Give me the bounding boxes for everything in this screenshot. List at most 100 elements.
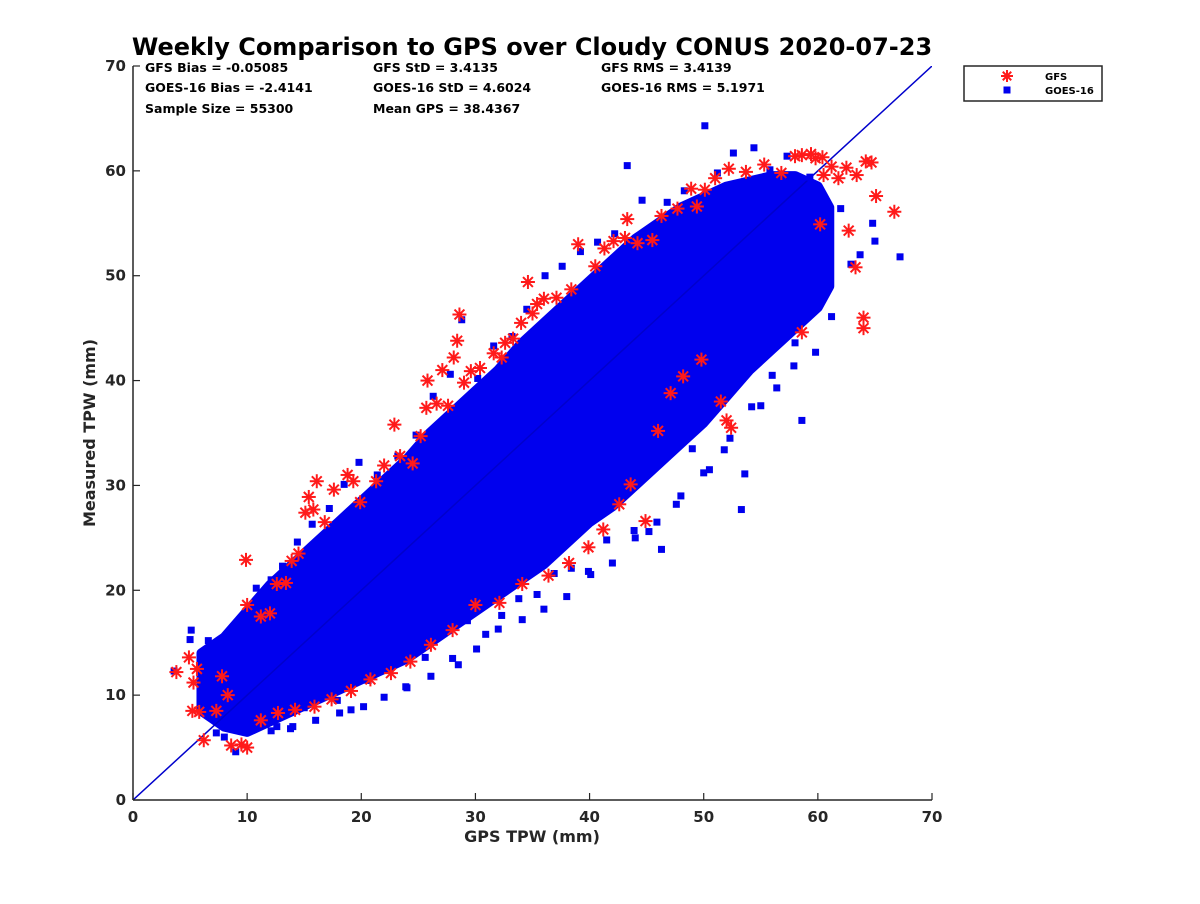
gfs-point bbox=[520, 275, 535, 290]
goes16-point bbox=[279, 562, 287, 570]
statistics-annotation: GFS Bias = -0.05085 GFS StD = 3.4135 GFS R… bbox=[145, 60, 765, 116]
legend-gfs-label: GFS bbox=[1045, 72, 1067, 83]
goes16-point bbox=[355, 458, 363, 466]
gfs-point bbox=[581, 540, 596, 555]
gfs-point bbox=[270, 705, 285, 720]
one-to-one-line bbox=[133, 66, 932, 800]
goes16-point bbox=[871, 237, 879, 245]
goes16-point bbox=[750, 144, 758, 152]
gfs-point bbox=[612, 497, 627, 512]
stat-text: GFS StD = 3.4135 bbox=[373, 60, 498, 75]
gfs-point bbox=[234, 737, 249, 752]
gfs-point bbox=[346, 474, 361, 489]
gfs-point bbox=[841, 223, 856, 238]
goes16-point bbox=[523, 305, 531, 313]
gfs-point bbox=[596, 522, 611, 537]
gfs-point bbox=[530, 297, 545, 312]
gfs-point bbox=[815, 150, 830, 165]
goes16-point bbox=[373, 471, 381, 479]
gfs-point bbox=[446, 350, 461, 365]
goes16-point bbox=[482, 630, 490, 638]
gfs-point bbox=[309, 474, 324, 489]
goes16-point bbox=[567, 564, 575, 572]
goes16-point bbox=[490, 342, 498, 350]
goes16-point bbox=[446, 370, 454, 378]
goes16-point bbox=[783, 152, 791, 160]
goes16-point bbox=[688, 445, 696, 453]
gfs-point bbox=[651, 423, 666, 438]
gfs-point bbox=[887, 204, 902, 219]
gfs-point bbox=[597, 241, 612, 256]
gfs-point bbox=[708, 171, 723, 186]
stat-text: GOES-16 RMS = 5.1971 bbox=[601, 80, 765, 95]
gfs-point bbox=[301, 489, 316, 504]
goes16-point bbox=[240, 717, 248, 725]
goes16-point bbox=[705, 466, 713, 474]
goes16-point bbox=[814, 298, 822, 306]
gfs-point bbox=[571, 237, 586, 252]
goes16-point bbox=[541, 272, 549, 280]
gfs-point bbox=[562, 556, 577, 571]
x-tick-label: 10 bbox=[237, 808, 258, 826]
goes16-point bbox=[494, 625, 502, 633]
plot-area bbox=[133, 66, 932, 800]
gfs-point bbox=[617, 230, 632, 245]
gfs-point bbox=[224, 738, 239, 753]
goes16-point bbox=[657, 545, 665, 553]
goes16-point bbox=[766, 166, 774, 174]
goes16-point bbox=[412, 431, 420, 439]
y-tick-label: 50 bbox=[105, 267, 126, 285]
goes16-point bbox=[773, 384, 781, 392]
goes16-point bbox=[726, 434, 734, 442]
gfs-point bbox=[423, 637, 438, 652]
goes16-point bbox=[623, 162, 631, 170]
gfs-point bbox=[663, 386, 678, 401]
goes16-point bbox=[576, 248, 584, 256]
gfs-point bbox=[383, 666, 398, 681]
x-tick-label: 0 bbox=[128, 808, 138, 826]
goes16-point bbox=[611, 230, 619, 238]
goes16-point bbox=[533, 590, 541, 598]
goes16-point bbox=[798, 416, 806, 424]
gfs-point bbox=[405, 456, 420, 471]
gfs-point bbox=[515, 576, 530, 591]
goes16-point bbox=[594, 238, 602, 246]
gfs-point bbox=[472, 360, 487, 375]
stat-text: GFS RMS = 3.4139 bbox=[601, 60, 732, 75]
gfs-series bbox=[169, 147, 902, 755]
goes16-point bbox=[264, 711, 272, 719]
gfs-point bbox=[377, 458, 392, 473]
gfs-point bbox=[262, 606, 277, 621]
goes16-point bbox=[293, 538, 301, 546]
goes16-point bbox=[201, 651, 209, 659]
goes16-point bbox=[820, 230, 828, 238]
goes16-point bbox=[856, 251, 864, 259]
gfs-point bbox=[794, 325, 809, 340]
goes16-point bbox=[204, 637, 212, 645]
goes16-point bbox=[828, 313, 836, 321]
goes16-point bbox=[473, 645, 481, 653]
gfs-point bbox=[468, 597, 483, 612]
goes16-point bbox=[645, 528, 653, 536]
gfs-point bbox=[220, 688, 235, 703]
gfs-point bbox=[209, 703, 224, 718]
goes16-point bbox=[700, 469, 708, 477]
goes16-point bbox=[252, 584, 260, 592]
gfs-point bbox=[694, 352, 709, 367]
gfs-point bbox=[452, 307, 467, 322]
gfs-point bbox=[839, 160, 854, 175]
y-tick-label: 0 bbox=[116, 791, 126, 809]
gfs-point bbox=[240, 597, 255, 612]
goes16-point bbox=[608, 559, 616, 567]
gfs-point bbox=[324, 692, 339, 707]
gfs-point bbox=[269, 576, 284, 591]
y-tick-label: 60 bbox=[105, 162, 126, 180]
x-tick-label: 70 bbox=[922, 808, 943, 826]
gfs-point bbox=[288, 702, 303, 717]
goes16-point bbox=[791, 339, 799, 347]
gfs-point bbox=[684, 181, 699, 196]
gfs-point bbox=[794, 148, 809, 163]
goes16-point bbox=[308, 520, 316, 528]
goes16-point bbox=[232, 748, 240, 756]
gfs-point bbox=[369, 474, 384, 489]
